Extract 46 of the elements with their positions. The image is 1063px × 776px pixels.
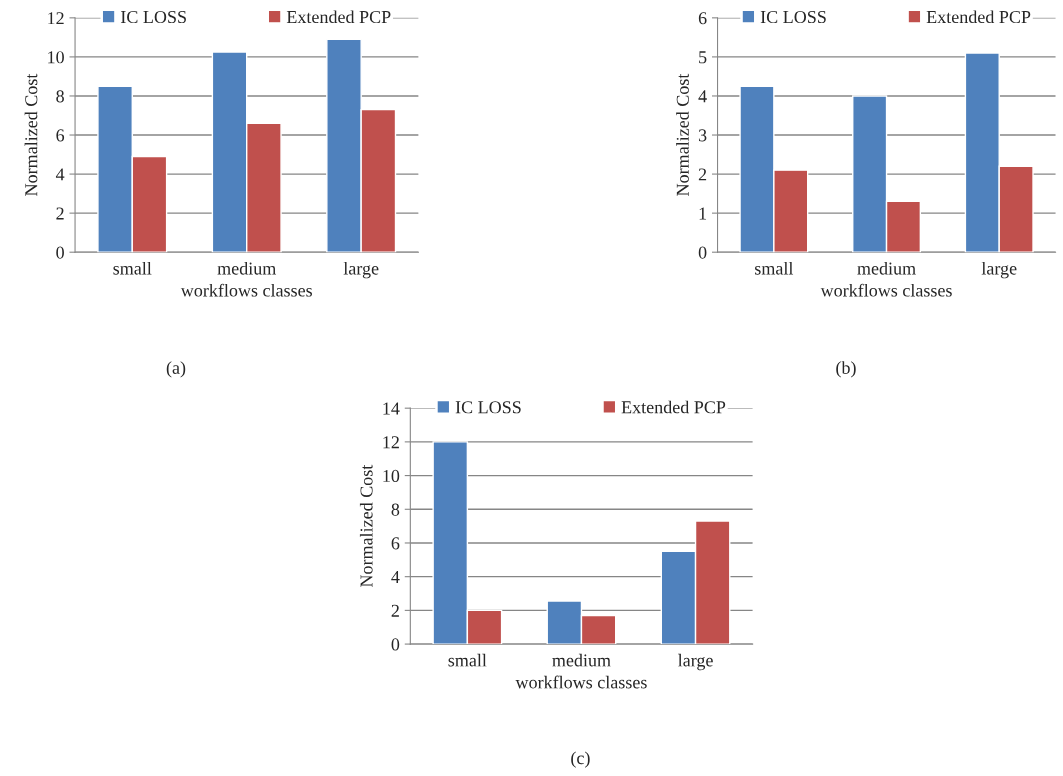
legend-label: Extended PCP [621, 400, 726, 414]
x-axis-title: workflows classes [820, 283, 952, 297]
x-tick-label: large [981, 261, 1017, 279]
legend-label: IC LOSS [760, 10, 826, 24]
y-tick-label: 14 [383, 402, 400, 415]
y-tick-label: 10 [48, 51, 64, 64]
y-tick-label: 10 [383, 469, 400, 483]
x-tick-label: medium [857, 261, 916, 275]
y-tick-label: 4 [698, 90, 707, 103]
y-tick-label: 4 [55, 168, 65, 181]
y-axis-title: Normalized Cost [676, 73, 689, 196]
y-tick-label: 8 [56, 90, 64, 103]
x-tick-label: large [678, 653, 713, 671]
y-tick-label: 12 [48, 12, 64, 25]
x-tick-label: small [755, 261, 794, 275]
x-tick-label: small [448, 653, 487, 667]
x-axis-title: workflows classes [180, 283, 313, 297]
y-tick-label: 2 [698, 168, 707, 181]
legend-label: Extended PCP [286, 10, 391, 24]
text: (c) [571, 751, 590, 768]
y-tick-label: 4 [391, 571, 400, 583]
y-axis-title: Normalized Cost [24, 73, 38, 196]
legend-label: Extended PCP [926, 10, 1031, 24]
x-tick-label: medium [217, 261, 277, 275]
y-tick-label: 5 [699, 51, 707, 64]
y-tick-label: 0 [698, 246, 707, 259]
x-axis-title: workflows classes [515, 675, 647, 689]
y-axis-title: Normalized Cost [359, 464, 373, 588]
x-tick-label: small [113, 261, 152, 275]
y-tick-label: 8 [391, 503, 400, 516]
x-tick-label: large [343, 261, 379, 279]
y-tick-label: 1 [699, 207, 707, 220]
y-tick-label: 6 [698, 12, 707, 25]
y-tick-label: 6 [56, 129, 65, 142]
legend-label: IC LOSS [120, 10, 186, 24]
y-tick-label: 2 [56, 207, 64, 220]
y-tick-label: 12 [383, 436, 399, 449]
legend-label: IC LOSS [455, 401, 521, 414]
y-tick-label: 0 [56, 246, 64, 259]
y-tick-label: 3 [698, 129, 707, 142]
text: (a) [166, 361, 186, 378]
x-tick-label: medium [552, 653, 611, 667]
y-tick-label: 6 [391, 537, 400, 550]
y-tick-label: 0 [391, 638, 400, 651]
text: (b) [836, 361, 856, 378]
y-tick-label: 2 [391, 604, 399, 617]
